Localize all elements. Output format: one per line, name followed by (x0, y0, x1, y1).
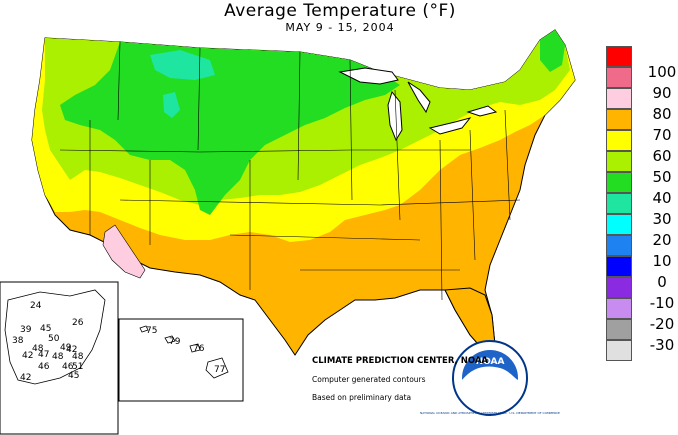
alaska-value: 49 (60, 343, 72, 353)
legend-label: 60 (652, 147, 672, 165)
legend-swatch (606, 172, 632, 193)
alaska-value: 48 (32, 344, 44, 354)
region-40-50-ne (540, 30, 565, 72)
legend-label: 80 (652, 105, 672, 123)
map-subtitle: MAY 9 - 15, 2004 (285, 21, 395, 34)
legend-label: 90 (652, 84, 672, 102)
hawaii-inset: 75 79 76 77 (118, 318, 244, 402)
alaska-value: 42 (66, 345, 77, 355)
legend-swatch (606, 109, 632, 130)
legend-swatch (606, 298, 632, 319)
hawaii-value: 76 (193, 344, 205, 354)
noaa-logo-text: NOAA (476, 357, 505, 367)
state-borders (59, 41, 521, 301)
great-lakes (338, 67, 498, 142)
alaska-value: 45 (40, 324, 51, 334)
legend-label: 30 (652, 210, 672, 228)
hawaii-value: 75 (146, 326, 157, 336)
legend-swatch (606, 235, 632, 256)
legend-label: -30 (649, 336, 675, 354)
alaska-value: 50 (48, 334, 60, 344)
legend-swatch (606, 130, 632, 151)
hawaii-value: 79 (169, 337, 181, 347)
alaska-value: 46 (62, 362, 74, 372)
alaska-value: 46 (38, 362, 50, 372)
legend-label: 10 (652, 252, 672, 270)
alaska-value: 47 (38, 350, 49, 360)
legend-swatch (606, 340, 632, 361)
noaa-logo: NOAA NATIONAL OCEANIC AND ATMOSPHERIC AD… (420, 340, 560, 416)
map-title: Average Temperature (°F) (224, 1, 456, 21)
legend-swatch (606, 67, 632, 88)
hawaii-value: 77 (214, 365, 225, 375)
alaska-value: 24 (30, 301, 42, 311)
legend-swatch (606, 88, 632, 109)
region-40-50 (60, 42, 400, 215)
legend-label: -20 (649, 315, 675, 333)
legend-label: 100 (647, 63, 677, 81)
legend-label: 70 (652, 126, 672, 144)
legend-label: 0 (657, 273, 667, 291)
region-30-40 (150, 50, 215, 80)
legend-swatch (606, 256, 632, 277)
credit-org: CLIMATE PREDICTION CENTER, NOAA (312, 356, 488, 366)
legend-label: 50 (652, 168, 672, 186)
noaa-ring-text: NATIONAL OCEANIC AND ATMOSPHERIC ADMINIS… (420, 411, 560, 415)
alaska-value: 42 (22, 351, 33, 361)
region-80-90 (102, 224, 146, 279)
legend-swatch (606, 319, 632, 340)
alaska-value: 51 (72, 362, 83, 372)
legend-label: -10 (649, 294, 675, 312)
alaska-value: 48 (52, 352, 64, 362)
alaska-value: 39 (20, 325, 32, 335)
alaska-value: 38 (12, 336, 24, 346)
region-30-40-b (163, 92, 180, 118)
legend-label: 40 (652, 189, 672, 207)
alaska-value: 26 (72, 318, 84, 328)
alaska-value: 48 (72, 352, 84, 362)
legend-swatch (606, 193, 632, 214)
alaska-inset: 24 26 39 45 50 38 48 49 42 47 48 48 42 4… (0, 281, 119, 435)
alaska-value: 42 (20, 373, 31, 383)
legend-swatch (606, 214, 632, 235)
legend-swatch (606, 151, 632, 172)
legend-swatch (606, 46, 632, 67)
legend-label: 20 (652, 231, 672, 249)
legend-swatch (606, 277, 632, 298)
credit-line3: Based on preliminary data (312, 393, 412, 402)
alaska-value: 45 (68, 371, 79, 381)
credit-line2: Computer generated contours (312, 375, 426, 384)
